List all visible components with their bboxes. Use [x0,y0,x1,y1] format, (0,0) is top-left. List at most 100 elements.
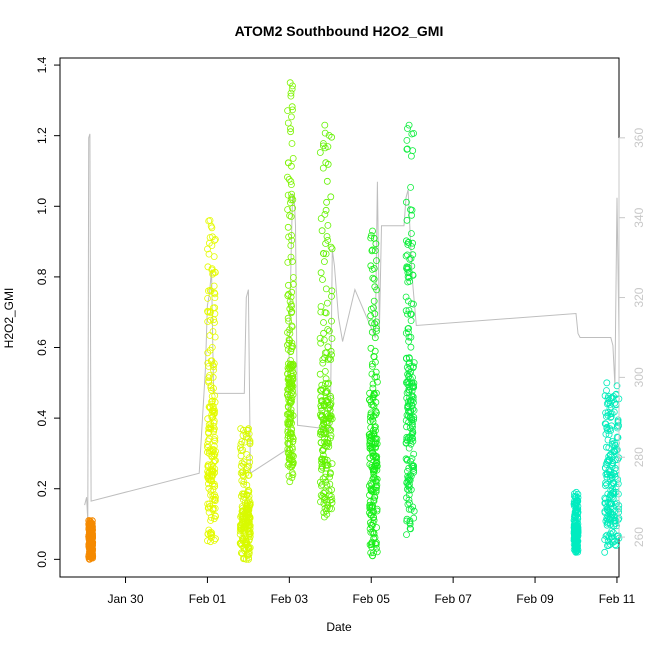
data-point [204,443,211,451]
data-point [286,337,294,345]
data-point [205,362,213,370]
data-point [288,231,295,239]
data-point [571,492,578,500]
data-point [285,290,292,298]
data-point [284,445,292,453]
data-point [373,378,381,386]
data-point [372,482,380,490]
data-point [208,242,216,250]
data-point [317,438,325,446]
data-point [204,448,211,456]
data-point [323,299,331,307]
data-point [408,243,416,250]
data-point [611,399,619,407]
data-point [243,541,251,549]
data-point [284,281,292,289]
data-point [316,430,324,438]
data-point [407,343,415,351]
y-tick-label: 0.4 [35,409,49,426]
data-point [318,227,326,235]
data-point [206,346,214,354]
data-point [370,529,378,537]
data-point [287,92,295,100]
data-point [246,458,254,466]
data-point [403,216,411,224]
data-point [321,401,329,409]
data-point [405,496,413,504]
data-point [404,239,412,246]
data-point [604,427,611,434]
data-point [573,499,581,507]
data-point [284,329,291,336]
data-point [318,455,325,463]
data-point [204,500,212,508]
data-point [613,382,621,390]
data-point [373,453,381,460]
data-point [287,196,295,204]
data-point [288,445,296,453]
data-point [206,309,214,317]
data-point [205,421,213,429]
data-point [239,536,246,544]
data-point [211,319,218,326]
data-point [371,283,379,291]
data-point [211,497,219,505]
data-point [373,455,381,463]
data-point [406,520,414,528]
data-point [613,533,621,540]
data-point [237,440,245,448]
data-point [285,472,293,480]
data-point [607,530,614,538]
data-point [287,181,295,189]
data-point [287,309,295,317]
data-point [608,471,616,479]
data-point [320,329,328,337]
y-tick-label: 0.2 [35,480,49,497]
data-point [210,360,218,367]
data-point [205,217,213,225]
data-point [370,389,378,397]
x-tick-label: Feb 03 [271,592,309,606]
x-axis: Jan 30 Feb 01 Feb 03 Feb 05 Feb 07 Feb 09 Feb … [108,576,636,606]
data-point [410,463,418,470]
data-point [284,385,292,393]
data-point [409,437,417,445]
data-point [319,276,326,283]
data-point [284,370,291,378]
data-point [403,456,411,464]
data-point [286,212,294,220]
data-point [368,328,376,336]
data-point [369,227,376,235]
data-point [405,486,413,494]
data-point [373,257,380,265]
data-point [373,548,381,556]
data-point [610,522,617,530]
data-point [289,280,297,288]
data-point [370,441,378,448]
data-point [372,389,380,397]
data-point [326,470,334,478]
data-point [320,415,328,423]
data-point [609,539,617,546]
data-point [317,393,325,401]
data-point [209,463,217,471]
data-point [287,242,295,249]
data-point [288,258,296,265]
data-point [204,294,212,302]
data-point [240,515,248,523]
data-point [367,486,375,494]
data-point [325,487,333,495]
point-cluster [204,216,220,546]
data-point [571,514,579,521]
data-point [603,515,611,522]
data-point [371,462,379,470]
data-point [404,500,412,508]
data-point [86,530,94,538]
data-point [405,324,413,332]
data-point [287,89,295,97]
data-point [372,240,380,248]
data-point [367,232,375,239]
data-point [320,336,328,344]
data-point [368,461,376,469]
data-point [402,198,410,206]
